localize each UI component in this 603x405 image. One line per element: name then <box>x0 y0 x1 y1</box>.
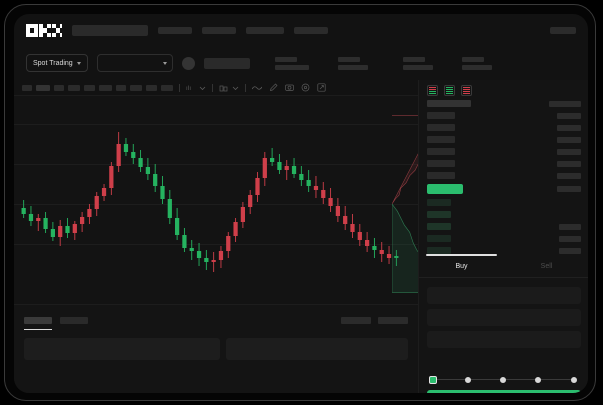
order-percent-slider[interactable] <box>429 375 579 384</box>
nav-link-2[interactable] <box>202 26 236 34</box>
orderbook-bid-row[interactable] <box>419 223 588 230</box>
okx-logo[interactable] <box>26 23 62 37</box>
bp-card-summary[interactable] <box>226 338 408 360</box>
orderbook-icon-asks[interactable] <box>461 85 472 96</box>
orderbook-header <box>419 100 588 107</box>
camera-icon[interactable] <box>285 83 294 92</box>
orderbook-bid-row[interactable] <box>419 235 588 242</box>
timeframe-2[interactable] <box>36 84 50 91</box>
pair-select-dropdown[interactable] <box>96 54 173 72</box>
orderbook-current-price <box>427 184 463 194</box>
place-buy-order-button[interactable] <box>427 390 581 393</box>
fullscreen-icon[interactable] <box>317 83 326 92</box>
slider-stop-100[interactable] <box>571 376 577 383</box>
slider-stop-50[interactable] <box>500 376 506 383</box>
depth-chart-overlay <box>392 115 418 293</box>
orderbook[interactable] <box>419 100 588 254</box>
price-chart[interactable] <box>14 96 418 304</box>
timeframe-8[interactable] <box>130 84 142 91</box>
chevron-down-icon[interactable] <box>232 84 239 92</box>
compare-icon[interactable] <box>219 84 228 92</box>
market-type-dropdown[interactable]: Spot Trading <box>26 54 88 72</box>
nav-link-5[interactable] <box>550 26 576 34</box>
chart-toolbar: ıIı <box>14 80 418 96</box>
chart-gridline <box>14 204 418 205</box>
bp-tab-order-history[interactable] <box>60 317 88 324</box>
nav-search-input[interactable] <box>72 24 148 36</box>
chart-gridline <box>14 124 418 125</box>
active-side-underline <box>426 254 497 256</box>
bp-action-hide-other-pairs[interactable] <box>341 317 371 324</box>
chevron-down-icon <box>162 61 167 65</box>
pair-name <box>203 57 250 69</box>
line-style-icon[interactable] <box>252 84 262 92</box>
settings-icon[interactable] <box>301 83 310 92</box>
stat-24h-volume <box>461 56 492 70</box>
pair-header: Spot Trading <box>14 46 588 80</box>
timeframe-7[interactable] <box>116 84 126 91</box>
stat-24h-high <box>402 56 433 70</box>
timeframe-1[interactable] <box>22 84 32 91</box>
orders-panel-actions <box>341 317 408 324</box>
orders-panel <box>14 304 418 393</box>
order-price-field[interactable] <box>427 287 581 304</box>
volume-series <box>20 264 400 298</box>
bp-tab-open-orders[interactable] <box>24 317 52 324</box>
candlestick-series <box>21 132 399 272</box>
slider-handle[interactable] <box>429 375 437 384</box>
tab-sell[interactable]: Sell <box>540 263 553 270</box>
market-type-label: Spot Trading <box>33 59 73 67</box>
orderbook-bid-row[interactable] <box>419 211 588 218</box>
toolbar-divider <box>245 83 246 92</box>
orderbook-icon-both[interactable] <box>427 85 438 96</box>
pair-avatar <box>181 56 195 70</box>
slider-stop-75[interactable] <box>535 376 541 383</box>
orderbook-ask-row[interactable] <box>419 160 588 167</box>
timeframe-3[interactable] <box>54 84 64 91</box>
svg-text:ıIı: ıIı <box>186 86 191 92</box>
chevron-down-icon[interactable] <box>199 84 206 92</box>
timeframe-4[interactable] <box>68 84 80 91</box>
tab-buy[interactable]: Buy <box>455 263 468 270</box>
timeframe-9[interactable] <box>146 84 157 91</box>
top-nav <box>14 14 588 46</box>
order-amount-field[interactable] <box>427 309 581 326</box>
app-window: Spot Trading <box>14 14 588 393</box>
orderbook-current-price-row[interactable] <box>419 184 588 194</box>
bp-action-cancel-all[interactable] <box>378 317 408 324</box>
buy-sell-tabs: Buy Sell <box>419 256 588 278</box>
pencil-icon[interactable] <box>269 83 278 92</box>
active-tab-underline <box>24 329 52 330</box>
orderbook-icon-bids[interactable] <box>444 85 455 96</box>
device-frame: Spot Trading <box>4 4 596 401</box>
orderbook-ask-row[interactable] <box>419 124 588 131</box>
indicators-icon[interactable]: ıIı <box>186 84 195 92</box>
orderbook-ask-row[interactable] <box>419 148 588 155</box>
stat-24h-change <box>337 56 368 70</box>
chevron-down-icon <box>76 61 81 65</box>
stat-last-price <box>274 56 309 70</box>
orderbook-ask-row[interactable] <box>419 112 588 119</box>
trading-panel: Buy Sell <box>418 80 588 393</box>
orderbook-view-toggles <box>427 85 472 96</box>
toolbar-divider <box>212 83 213 92</box>
chart-gridline <box>14 164 418 165</box>
order-total-field[interactable] <box>427 331 581 348</box>
orderbook-bid-row[interactable] <box>419 199 588 206</box>
nav-link-1[interactable] <box>158 26 192 34</box>
orders-panel-tabs <box>24 317 88 324</box>
nav-link-3[interactable] <box>246 26 284 34</box>
orderbook-ask-row[interactable] <box>419 136 588 143</box>
timeframe-10[interactable] <box>161 84 173 91</box>
chart-gridline <box>14 244 418 245</box>
timeframe-6[interactable] <box>99 84 112 91</box>
orderbook-ask-row[interactable] <box>419 172 588 179</box>
nav-link-4[interactable] <box>294 26 328 34</box>
bp-card-chart[interactable] <box>24 338 220 360</box>
toolbar-divider <box>179 83 180 92</box>
orderbook-bid-row[interactable] <box>419 247 588 254</box>
slider-stop-25[interactable] <box>465 376 471 383</box>
timeframe-5[interactable] <box>84 84 95 91</box>
